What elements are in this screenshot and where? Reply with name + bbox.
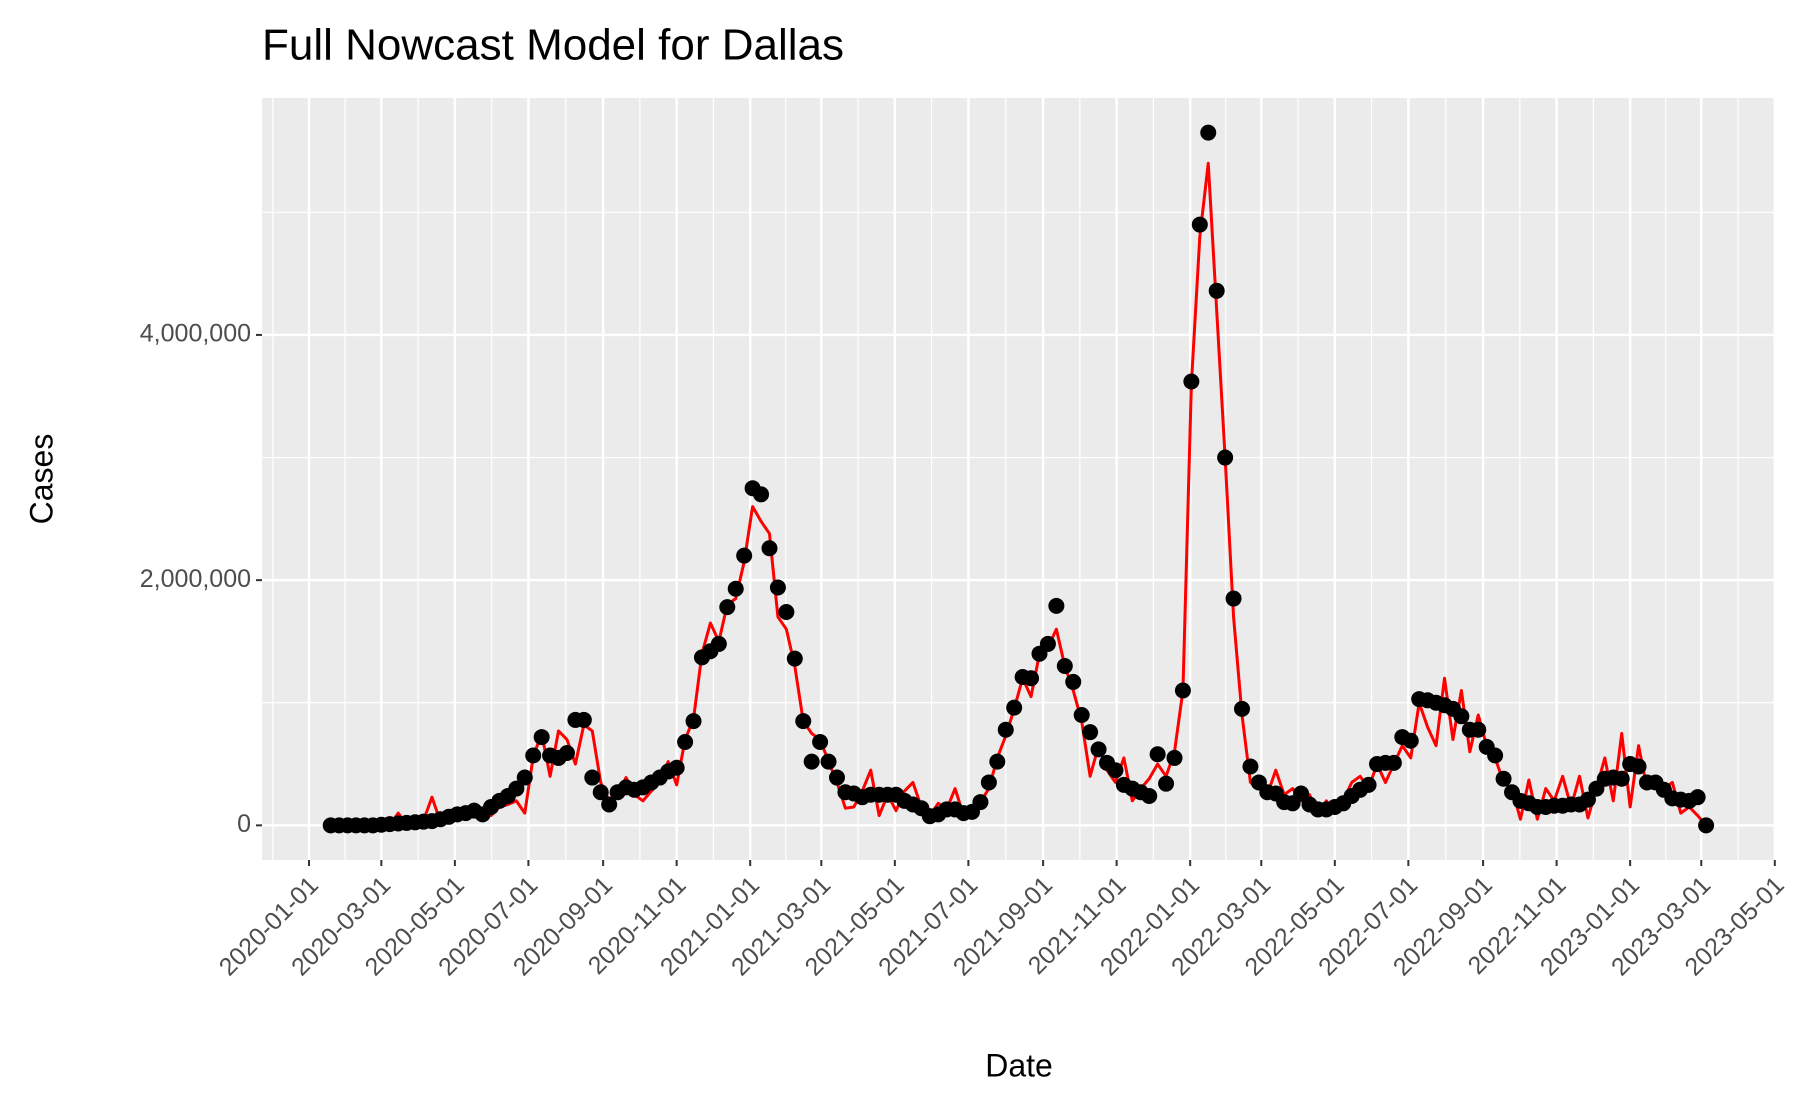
data-point bbox=[584, 769, 601, 786]
data-point bbox=[1242, 758, 1259, 775]
data-point bbox=[1470, 721, 1487, 738]
data-point bbox=[1048, 597, 1065, 614]
data-point bbox=[1613, 770, 1630, 787]
data-point bbox=[997, 721, 1014, 738]
data-point bbox=[1495, 770, 1512, 787]
data-point bbox=[1149, 746, 1166, 763]
data-point bbox=[1689, 789, 1706, 806]
data-point bbox=[1073, 707, 1090, 724]
data-point bbox=[1487, 747, 1504, 764]
data-point bbox=[575, 711, 592, 728]
data-point bbox=[761, 540, 778, 557]
data-point bbox=[1183, 373, 1200, 390]
data-point bbox=[1453, 708, 1470, 725]
y-tick-label: 2,000,000 bbox=[140, 565, 251, 593]
data-point bbox=[812, 733, 829, 750]
data-point bbox=[795, 713, 812, 730]
data-point bbox=[1191, 216, 1208, 233]
data-point bbox=[1579, 791, 1596, 808]
data-point bbox=[1630, 758, 1647, 775]
data-point bbox=[1158, 775, 1175, 792]
y-tick-label: 4,000,000 bbox=[140, 320, 251, 348]
data-point bbox=[769, 579, 786, 596]
data-point bbox=[558, 745, 575, 762]
data-point bbox=[1174, 682, 1191, 699]
y-axis-title: Cases bbox=[23, 434, 59, 525]
data-point bbox=[803, 753, 820, 770]
data-point bbox=[1006, 699, 1023, 716]
data-point bbox=[1234, 700, 1251, 717]
data-point bbox=[592, 784, 609, 801]
data-point bbox=[533, 729, 550, 746]
data-point bbox=[1023, 670, 1040, 687]
data-point bbox=[753, 486, 770, 503]
data-point bbox=[668, 759, 685, 776]
data-point bbox=[1200, 124, 1217, 141]
x-axis-title: Date bbox=[985, 1047, 1053, 1083]
data-point bbox=[778, 604, 795, 621]
data-line bbox=[330, 161, 1708, 827]
data-point bbox=[1217, 449, 1234, 466]
data-point bbox=[1385, 754, 1402, 771]
data-point bbox=[1293, 785, 1310, 802]
data-point bbox=[508, 780, 525, 797]
plot-background bbox=[262, 98, 1776, 860]
data-point bbox=[710, 635, 727, 652]
data-point bbox=[601, 796, 618, 813]
data-point bbox=[980, 774, 997, 791]
data-point bbox=[1065, 673, 1082, 690]
data-point bbox=[719, 599, 736, 616]
chart-title: Full Nowcast Model for Dallas bbox=[262, 21, 844, 70]
data-point bbox=[525, 747, 542, 764]
data-point bbox=[820, 753, 837, 770]
data-point bbox=[677, 733, 694, 750]
data-point bbox=[1056, 657, 1073, 674]
data-point bbox=[989, 753, 1006, 770]
data-point bbox=[1166, 749, 1183, 766]
data-point bbox=[972, 794, 989, 811]
data-point bbox=[1141, 787, 1158, 804]
data-point bbox=[1698, 817, 1715, 834]
data-point bbox=[1225, 590, 1242, 607]
data-point bbox=[1208, 282, 1225, 299]
y-tick-label: 0 bbox=[237, 810, 251, 838]
data-point bbox=[727, 580, 744, 597]
data-point bbox=[1039, 635, 1056, 652]
data-point bbox=[828, 769, 845, 786]
data-point bbox=[736, 547, 753, 564]
data-point bbox=[1107, 762, 1124, 779]
data-point bbox=[786, 650, 803, 667]
data-point bbox=[1360, 776, 1377, 793]
data-point bbox=[516, 769, 533, 786]
data-point bbox=[1402, 732, 1419, 749]
data-point bbox=[1090, 741, 1107, 758]
data-point bbox=[685, 713, 702, 730]
data-point bbox=[1082, 724, 1099, 741]
